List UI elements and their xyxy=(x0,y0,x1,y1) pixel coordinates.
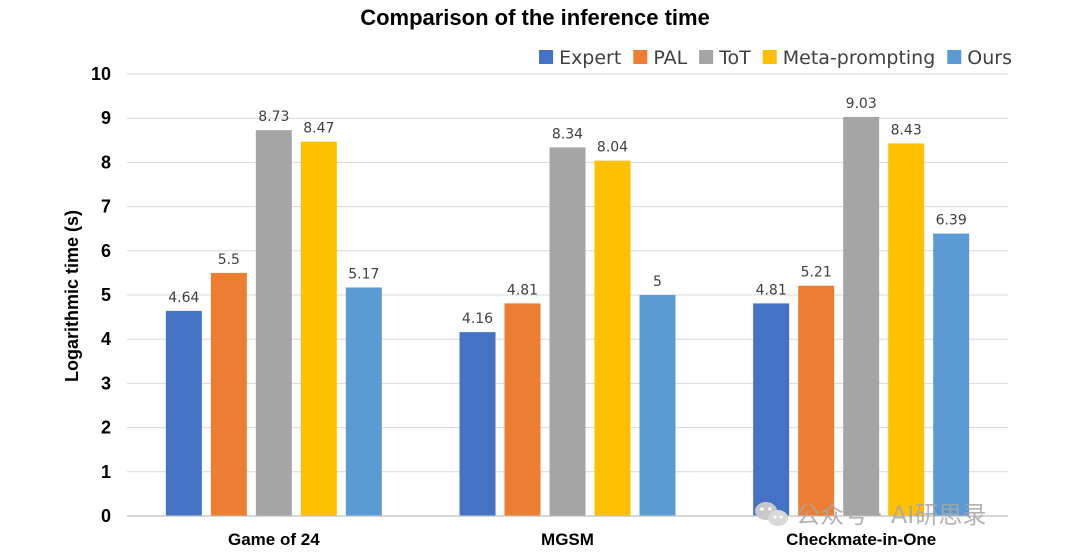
legend-swatch xyxy=(947,50,962,64)
x-axis-ticks: Game of 24 MGSM Checkmate-in-One xyxy=(228,530,936,549)
legend-item: Meta-prompting xyxy=(762,47,936,69)
bar-expert xyxy=(459,332,496,516)
y-tick-label: 9 xyxy=(101,108,111,128)
y-tick-label: 10 xyxy=(91,64,111,84)
data-label-ours: 5 xyxy=(653,274,662,290)
legend-label: Meta-prompting xyxy=(783,47,936,69)
bar-pal xyxy=(504,303,541,516)
x-tick-label: Checkmate-in-One xyxy=(786,530,936,549)
chart-title: Comparison of the inference time xyxy=(360,5,710,30)
bar-tot xyxy=(255,130,292,516)
y-tick-label: 3 xyxy=(101,373,111,393)
bar-ours xyxy=(933,233,970,516)
legend-label: Ours xyxy=(967,47,1012,69)
y-axis-label: Logarithmic time (s) xyxy=(62,210,82,382)
legend-item: Ours xyxy=(947,47,1012,69)
data-label-tot: 8.73 xyxy=(258,109,289,125)
bar-tot xyxy=(549,147,586,516)
data-label-meta-prompting: 8.47 xyxy=(303,121,334,137)
data-label-pal: 4.81 xyxy=(507,282,538,298)
legend-swatch xyxy=(539,50,554,64)
bar-ours xyxy=(639,295,676,516)
bars xyxy=(165,116,970,517)
bar-pal xyxy=(798,285,835,516)
bar-meta-prompting xyxy=(594,160,631,516)
legend: Expert PAL ToT Meta-prompting Ours xyxy=(539,47,1012,69)
y-tick-label: 8 xyxy=(101,152,111,172)
legend-swatch xyxy=(699,50,714,64)
data-label-expert: 4.81 xyxy=(756,282,787,298)
data-labels: 4.64 5.5 8.73 8.47 5.17 4.16 4.81 8.34 8.04 5 4.81… xyxy=(168,96,967,327)
legend-label: PAL xyxy=(653,47,687,69)
data-label-tot: 9.03 xyxy=(846,96,877,112)
y-tick-label: 0 xyxy=(101,506,111,526)
data-label-ours: 6.39 xyxy=(936,213,967,229)
watermark: 公众号 · AI研思录 xyxy=(755,501,986,529)
data-label-meta-prompting: 8.04 xyxy=(597,140,628,156)
bar-meta-prompting xyxy=(888,143,925,517)
data-label-pal: 5.5 xyxy=(218,252,240,268)
legend-label: Expert xyxy=(559,47,621,69)
data-label-pal: 5.21 xyxy=(801,265,832,281)
legend-item: PAL xyxy=(633,47,688,69)
bar-meta-prompting xyxy=(300,141,337,516)
y-axis-ticks: 0 1 2 3 4 5 6 7 8 9 10 xyxy=(91,64,111,526)
wechat-icon xyxy=(755,502,788,526)
data-label-tot: 8.34 xyxy=(552,126,583,142)
legend-swatch xyxy=(762,50,777,64)
data-label-expert: 4.64 xyxy=(168,290,199,306)
bar-expert xyxy=(165,310,202,516)
watermark-text: 公众号 · AI研思录 xyxy=(796,501,986,529)
y-tick-label: 1 xyxy=(101,462,111,482)
x-tick-label: MGSM xyxy=(541,530,594,549)
y-tick-label: 6 xyxy=(101,241,111,261)
data-label-ours: 5.17 xyxy=(348,266,379,282)
data-label-expert: 4.16 xyxy=(462,311,493,327)
bar-expert xyxy=(753,303,790,516)
data-label-meta-prompting: 8.43 xyxy=(891,122,922,138)
y-tick-label: 7 xyxy=(101,197,111,217)
legend-item: Expert xyxy=(539,47,621,69)
y-tick-label: 2 xyxy=(101,418,111,438)
bar-ours xyxy=(345,287,382,516)
legend-label: ToT xyxy=(718,47,751,69)
x-tick-label: Game of 24 xyxy=(228,530,320,549)
y-tick-label: 5 xyxy=(101,285,111,305)
legend-swatch xyxy=(633,50,648,64)
legend-item: ToT xyxy=(699,47,751,69)
y-tick-label: 4 xyxy=(101,329,111,349)
bar-tot xyxy=(843,116,880,517)
bar-pal xyxy=(210,272,247,516)
